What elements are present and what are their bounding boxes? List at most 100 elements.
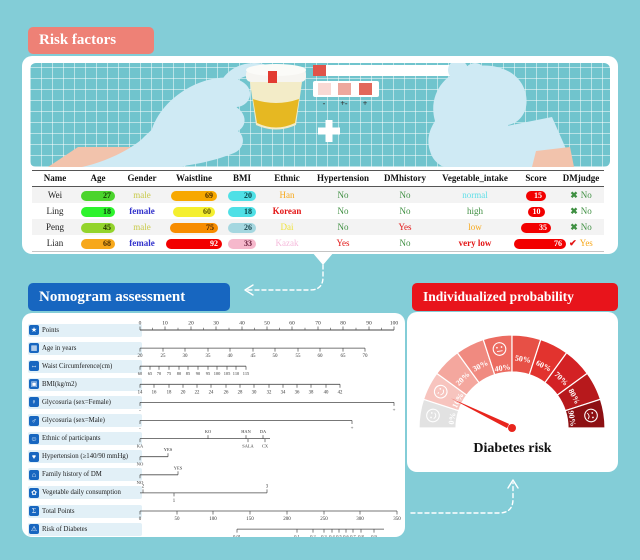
svg-text:100: 100	[214, 371, 221, 376]
value-badge: 45	[81, 222, 115, 233]
left-glove-hand	[148, 77, 251, 167]
svg-text:0: 0	[139, 517, 142, 522]
svg-text:+: +	[393, 408, 396, 413]
axis-label: Family history of DM	[42, 471, 102, 479]
svg-text:115: 115	[243, 371, 250, 376]
svg-text:40: 40	[324, 390, 329, 395]
svg-text:-: -	[139, 427, 141, 432]
table-header: Hypertension	[312, 171, 374, 187]
urine-test-illustration: - +- +	[30, 63, 610, 167]
svg-text:KA: KA	[137, 444, 144, 449]
scale-icon: ▣	[29, 379, 39, 390]
table-cell: 10	[514, 203, 558, 219]
table-cell: female	[129, 238, 155, 248]
svg-text:0.7: 0.7	[350, 534, 356, 537]
dashed-arrow-to-gauge	[410, 482, 514, 514]
strip-reagent-pad	[313, 65, 326, 76]
svg-text:150: 150	[246, 517, 254, 522]
svg-text:60: 60	[289, 321, 295, 327]
table-header: Vegetable_intake	[436, 171, 514, 187]
gauge-needle-pivot	[508, 424, 516, 432]
axis-label: Total Points	[42, 507, 75, 515]
female-icon: ♀	[29, 397, 39, 408]
table-cell: 20	[222, 187, 262, 203]
table-cell: Peng	[32, 219, 78, 235]
table-cell: No	[374, 187, 436, 203]
value-badge: 33	[228, 238, 256, 249]
nomogram-row-label: ⇔ Waist Circumference(cm)	[28, 359, 142, 373]
ruler-icon: ⇔	[29, 361, 39, 372]
svg-text:18: 18	[167, 390, 172, 395]
nomogram-row-label: Σ Total Points	[28, 504, 142, 518]
svg-text:YES: YES	[164, 447, 173, 452]
table-cell: Wei	[32, 187, 78, 203]
svg-text:NO: NO	[137, 480, 144, 485]
swatch-label-trace: +-	[340, 99, 348, 108]
table-cell: 92	[166, 235, 222, 251]
urine-cup	[246, 64, 306, 130]
judge-mark-icon: ✖	[570, 206, 578, 216]
value-badge: 68	[81, 238, 115, 249]
table-header: Ethnic	[262, 171, 312, 187]
table-header: Age	[78, 171, 118, 187]
table-cell: 18	[222, 203, 262, 219]
axis-label: Glycosuria (sex=Male)	[42, 417, 105, 424]
plus-icon	[318, 120, 340, 142]
svg-text:70: 70	[315, 321, 321, 327]
svg-text:30: 30	[252, 390, 257, 395]
svg-text:20: 20	[138, 354, 144, 359]
illustration-svg: - +- +	[48, 63, 574, 167]
nomogram-row-label: ⚠ Risk of Diabetes	[28, 522, 142, 536]
nomogram-row-label: ☺ Ethnic of participants	[28, 432, 142, 446]
svg-text:HAN: HAN	[241, 429, 251, 434]
table-cell: 69	[166, 187, 222, 203]
table-cell: 75	[166, 219, 222, 235]
svg-text:55: 55	[296, 354, 302, 359]
value-badge: 76	[514, 238, 566, 249]
table-cell: Yes	[336, 238, 350, 248]
svg-text:20: 20	[181, 390, 186, 395]
value-badge: 15	[526, 190, 546, 201]
svg-text:0.6: 0.6	[343, 534, 349, 537]
vegetable-icon: ✿	[29, 487, 39, 498]
value-badge: 26	[228, 222, 256, 233]
axis-label: Points	[42, 326, 59, 334]
gauge-segment-label: 50%	[514, 353, 531, 364]
svg-text:34: 34	[281, 390, 286, 395]
table-header: DMhistory	[374, 171, 436, 187]
svg-text:70: 70	[363, 354, 369, 359]
table-cell: No	[312, 219, 374, 235]
svg-text:2: 2	[142, 484, 145, 489]
table-cell: 68	[78, 235, 118, 251]
table-cell: Kazak	[275, 238, 299, 248]
value-badge: 20	[228, 190, 256, 201]
star-icon: ★	[29, 325, 39, 335]
probability-title: Individualized probability	[412, 283, 618, 311]
calendar-icon: ▦	[29, 343, 39, 354]
svg-text:45: 45	[251, 354, 257, 359]
table-cell: 18	[78, 203, 118, 219]
svg-text:350: 350	[393, 517, 401, 522]
risk-factors-title: Risk factors	[28, 27, 154, 54]
table-cell: male	[118, 187, 166, 203]
nomogram-row-label: ♂ Glycosuria (sex=Male)	[28, 414, 142, 427]
axis-label: Ethnic of participants	[42, 435, 101, 443]
judge-mark-icon: ✔	[569, 238, 577, 248]
table-cell: Korean	[272, 206, 302, 216]
risk-factors-table: Name Age Gender Waistline BMI Ethnic Hypertens…	[32, 170, 604, 252]
risk-factors-title-label: Risk factors	[39, 32, 117, 48]
risk-icon: ⚠	[29, 524, 39, 535]
svg-text:80: 80	[177, 371, 182, 376]
svg-text:65: 65	[148, 371, 153, 376]
svg-text:14: 14	[138, 390, 143, 395]
swatch-label-positive: +	[363, 99, 368, 108]
svg-text:30: 30	[213, 321, 219, 327]
axis-label: Glycosuria (sex=Female)	[42, 398, 111, 406]
table-cell: No	[399, 206, 411, 216]
male-icon: ♂	[29, 415, 39, 426]
judge-text: Yes	[579, 238, 593, 248]
svg-text:80: 80	[340, 321, 346, 327]
svg-text:90: 90	[196, 371, 201, 376]
svg-text:60: 60	[318, 354, 324, 359]
svg-text:0.5: 0.5	[336, 534, 342, 537]
